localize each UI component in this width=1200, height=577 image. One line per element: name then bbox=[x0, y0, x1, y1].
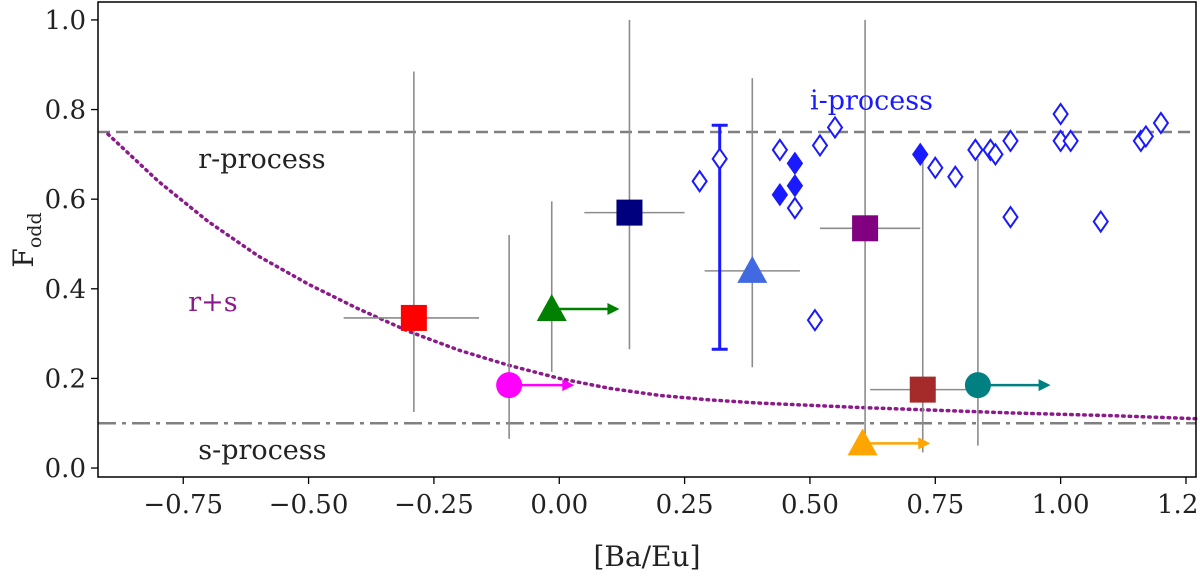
y-tick-label: 0.0 bbox=[45, 454, 86, 484]
navy-square-marker bbox=[616, 199, 643, 226]
navy-square-star bbox=[584, 19, 685, 350]
open-diamond-point bbox=[711, 147, 728, 171]
teal-circle-marker bbox=[964, 372, 991, 399]
y-tick-label: 0.4 bbox=[45, 275, 86, 305]
x-axis-label: [Ba/Eu] bbox=[593, 540, 700, 573]
y-tick-label: 0.8 bbox=[45, 96, 86, 126]
open-diamond-point bbox=[786, 196, 804, 220]
purple-square-star bbox=[819, 19, 921, 451]
filled-diamond-point bbox=[786, 151, 804, 176]
x-tick-label: −0.25 bbox=[394, 490, 474, 520]
purple-square-marker bbox=[852, 215, 879, 242]
orange-triangle-star bbox=[847, 428, 931, 456]
y-axis: 0.0 0.2 0.4 0.6 0.8 1.0 bbox=[45, 6, 98, 484]
open-diamond-point bbox=[967, 138, 984, 162]
annotations: r-process s-process r+s i-process bbox=[188, 86, 933, 467]
open-diamond-point bbox=[826, 115, 844, 140]
filled-diamond-point bbox=[786, 173, 804, 198]
x-tick-label: 0.75 bbox=[906, 490, 964, 520]
svg-text:Fodd: Fodd bbox=[7, 212, 46, 267]
open-diamond-point bbox=[1052, 102, 1069, 126]
magenta-circle-star bbox=[496, 235, 575, 439]
reference-lines bbox=[98, 130, 1196, 425]
open-diamond-point bbox=[1062, 129, 1079, 153]
mix-curve-layer bbox=[106, 132, 1198, 421]
open-diamond-point bbox=[947, 165, 964, 189]
annotation-label: i-process bbox=[810, 86, 933, 117]
open-diamond-point bbox=[691, 169, 708, 193]
x-tick-label: 0.50 bbox=[781, 490, 839, 520]
annotation-label: r-process bbox=[198, 144, 325, 175]
x-tick-label: 0.25 bbox=[656, 490, 714, 520]
plot-frame bbox=[97, 1, 1197, 478]
x-tick-label: 1.25 bbox=[1157, 490, 1200, 520]
y-axis-label-sub: odd bbox=[24, 212, 46, 248]
mix-curve bbox=[106, 132, 1198, 421]
x-tick-label: −0.75 bbox=[143, 490, 223, 520]
y-tick-label: 1.0 bbox=[45, 6, 86, 36]
open-diamond-point bbox=[1002, 129, 1019, 153]
open-diamond-point bbox=[1092, 209, 1109, 234]
x-tick-label: −0.50 bbox=[269, 490, 349, 520]
y-axis-label-main: F bbox=[7, 248, 40, 267]
royalblue-triangle-marker bbox=[737, 255, 768, 283]
i-process-points bbox=[691, 102, 1170, 351]
orange-triangle-marker bbox=[847, 428, 878, 456]
open-diamond-point bbox=[927, 156, 944, 180]
open-diamond-point bbox=[806, 308, 824, 332]
filled-diamond-point bbox=[771, 182, 789, 207]
green-triangle-marker bbox=[536, 293, 567, 321]
x-axis: −0.75 −0.50 −0.25 0.00 0.25 0.50 0.75 1.00 1.25 bbox=[143, 477, 1200, 520]
y-tick-label: 0.2 bbox=[45, 364, 86, 394]
filled-diamond-point bbox=[912, 142, 929, 167]
green-triangle-star bbox=[536, 201, 620, 372]
open-diamond-point bbox=[771, 138, 789, 162]
red-square-star bbox=[343, 71, 480, 413]
brown-square-star bbox=[870, 158, 971, 453]
magenta-circle-marker bbox=[496, 372, 523, 399]
limit-arrow-head bbox=[607, 302, 620, 315]
limit-arrow-head bbox=[1038, 379, 1051, 392]
annotation-label: r+s bbox=[188, 287, 237, 318]
x-tick-label: 0.00 bbox=[530, 490, 588, 520]
open-diamond-point bbox=[987, 142, 1004, 167]
y-tick-label: 0.6 bbox=[45, 185, 86, 215]
star-markers bbox=[343, 19, 1051, 456]
limit-arrow-head bbox=[918, 437, 931, 450]
annotation-label: s-process bbox=[198, 435, 326, 466]
teal-circle-star bbox=[964, 158, 1051, 446]
open-diamond-point bbox=[1137, 124, 1155, 149]
open-diamond-point bbox=[1002, 205, 1019, 229]
limit-arrow-head bbox=[562, 379, 575, 392]
x-tick-label: 1.00 bbox=[1032, 490, 1090, 520]
red-square-marker bbox=[400, 304, 427, 331]
open-diamond-point bbox=[811, 133, 829, 158]
y-axis-label: Fodd bbox=[7, 212, 46, 267]
brown-square-marker bbox=[909, 376, 936, 403]
open-diamond-point bbox=[1152, 111, 1170, 135]
